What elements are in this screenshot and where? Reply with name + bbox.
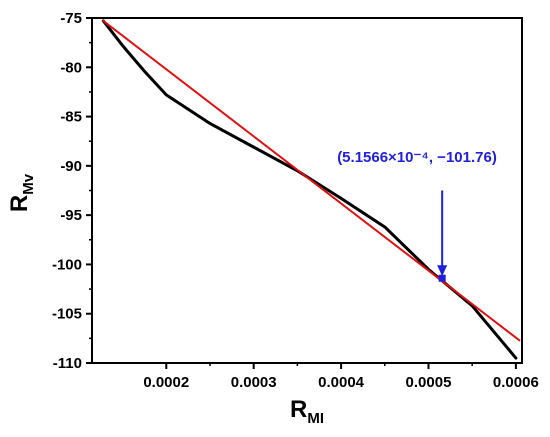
x-axis-title: RMI [290,396,324,427]
y-tick-label: -85 [60,109,82,126]
x-tick-label: 0.0005 [406,374,452,391]
x-tick-label: 0.0004 [318,374,365,391]
series-layer [101,19,521,360]
y-tick-label: -105 [52,306,82,323]
plot-frame [91,17,523,364]
axis-titles: RMI RMv [6,173,324,427]
y-tick-label: -100 [52,256,82,273]
series-line-red [102,19,521,342]
y-tick-label: -95 [60,207,82,224]
y-tick-label: -110 [53,355,82,372]
x-tick-label: 0.0002 [143,374,189,391]
data-marker [438,274,446,282]
x-tick-label: 0.0006 [493,374,539,391]
annotation-layer: (5.1566×10⁻⁴, −101.76) [337,149,497,282]
y-tick-label: -90 [60,158,82,175]
annotation-label: (5.1566×10⁻⁴, −101.76) [337,149,497,166]
y-tick-label: -80 [60,59,82,76]
x-tick-label: 0.0003 [231,374,277,391]
y-axis-title: RMv [6,173,37,212]
x-axis-ticks: 0.0002 0.0003 0.0004 0.0005 0.0006 [143,363,539,391]
annotation-arrow-head [437,265,448,277]
y-axis-ticks: -75 -80 -85 -90 -95 -100 -105 -110 [52,10,92,372]
series-line-black [101,19,518,360]
y-tick-label: -75 [60,10,82,27]
